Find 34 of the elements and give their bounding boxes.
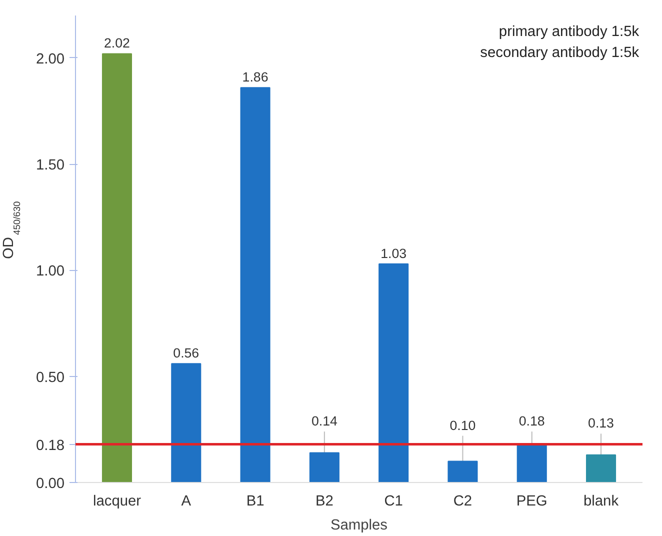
data-label: 0.18 (518, 414, 545, 429)
bar (378, 263, 409, 482)
x-tick-label: B1 (246, 494, 264, 510)
bar (448, 460, 478, 482)
bar (102, 53, 132, 482)
data-label: 0.13 (588, 416, 614, 431)
data-label: 0.10 (450, 418, 476, 433)
y-tick-label: 0.00 (36, 476, 65, 492)
y-tick-label: 2.00 (36, 51, 65, 68)
x-tick-label: lacquer (92, 494, 142, 510)
x-tick-label: PEG (516, 494, 548, 510)
data-label: 1.03 (380, 246, 407, 261)
x-tick-label: B2 (315, 494, 334, 510)
x-tick-label: blank (583, 494, 620, 510)
data-label: 0.14 (311, 414, 338, 429)
annotation: secondary antibody 1:5k (480, 45, 640, 62)
y-tick-label: 1.00 (36, 264, 65, 280)
y-axis-title: OD450/630 (1, 201, 22, 259)
bar (240, 87, 270, 482)
bar (309, 452, 340, 482)
y-tick-label: 1.50 (36, 158, 65, 174)
x-tick-label: C2 (453, 494, 472, 510)
x-tick-label: C1 (384, 494, 403, 510)
x-axis-title: Samples (330, 518, 388, 534)
bar (516, 444, 547, 482)
data-label: 0.56 (173, 346, 200, 361)
bar (171, 363, 202, 482)
y-tick-label: 0.18 (36, 438, 65, 454)
x-tick-label: A (181, 494, 192, 510)
bar (586, 454, 616, 482)
annotation: primary antibody 1:5k (498, 24, 640, 40)
data-label: 1.86 (242, 70, 268, 85)
data-label: 2.02 (104, 36, 130, 51)
y-tick-label: 0.50 (36, 370, 65, 386)
